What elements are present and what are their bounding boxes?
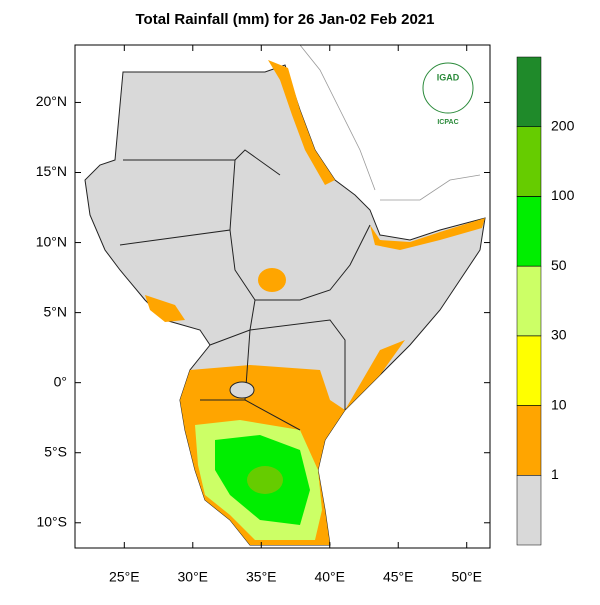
colorbar-segment: [516, 475, 542, 546]
colorbar-label: 1: [551, 466, 559, 482]
colorbar-segment: [516, 56, 542, 127]
x-tick-label: 35°E: [246, 569, 277, 585]
rain-south-sudan: [258, 268, 286, 292]
colorbar-segment: [516, 126, 542, 197]
y-tick-label: 10°S: [36, 513, 67, 529]
x-tick-label: 40°E: [314, 569, 345, 585]
logo: [422, 62, 474, 114]
colorbar-label: 200: [551, 117, 575, 133]
y-tick-label: 10°N: [36, 233, 67, 249]
logo-top: IGAD: [437, 72, 460, 82]
colorbar-segment: [516, 405, 542, 476]
logo-bottom: ICPAC: [437, 119, 458, 126]
outer-coastline: [299, 44, 481, 201]
y-tick-label: 15°N: [36, 163, 67, 179]
y-tick-label: 5°S: [44, 443, 67, 459]
colorbar-segment: [516, 265, 542, 337]
colorbar-segment: [516, 335, 542, 406]
colorbar-segment: [516, 196, 542, 267]
x-tick-label: 45°E: [383, 569, 414, 585]
colorbar-label: 30: [551, 327, 567, 343]
colorbar-label: 100: [551, 187, 575, 203]
borders: [119, 149, 371, 431]
rain-gulf: [370, 218, 485, 250]
y-tick-label: 20°N: [36, 93, 67, 109]
map-area: IGAD ICPAC: [74, 44, 491, 549]
colorbar-label: 50: [551, 257, 567, 273]
rain-red-sea: [268, 60, 335, 185]
rain-car: [145, 295, 185, 322]
rain-tanzania-peak: [247, 466, 283, 494]
x-tick-label: 50°E: [451, 569, 482, 585]
colorbar-label: 10: [551, 396, 567, 412]
y-tick-label: 5°N: [44, 303, 68, 319]
map-title: Total Rainfall (mm) for 26 Jan-02 Feb 20…: [136, 11, 435, 28]
x-tick-label: 30°E: [178, 569, 209, 585]
lake-victoria: [229, 381, 255, 399]
frame: [74, 44, 491, 549]
y-tick-label: 0°: [54, 373, 67, 389]
x-tick-label: 25°E: [109, 569, 140, 585]
